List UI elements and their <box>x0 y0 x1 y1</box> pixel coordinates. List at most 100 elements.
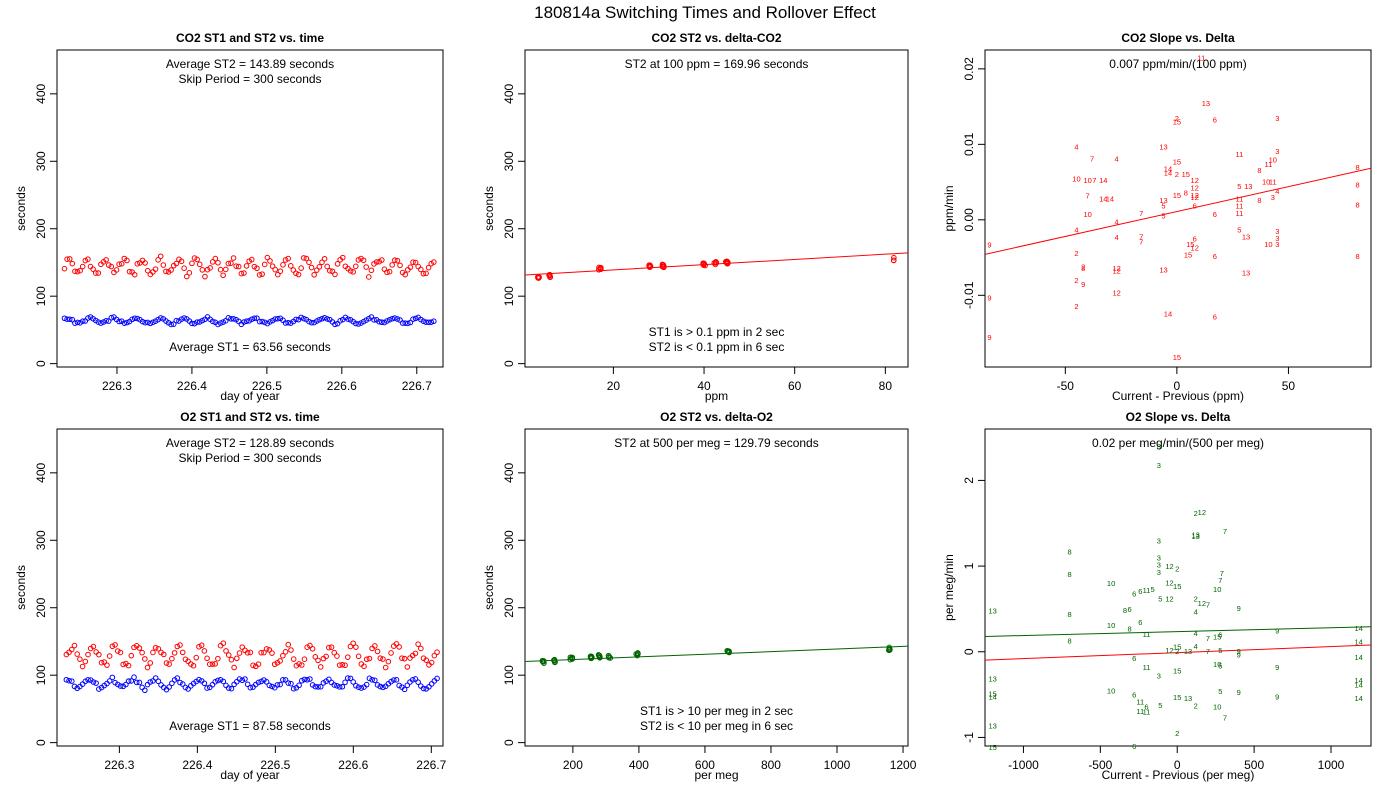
point-st2 <box>71 642 78 649</box>
point-st2 <box>259 271 265 277</box>
point-st1 <box>312 683 319 690</box>
point-st1 <box>301 676 308 683</box>
point-st2 <box>114 648 121 654</box>
point-st1 <box>254 315 260 321</box>
point-st2 <box>236 650 243 656</box>
panel-co2_time: CO2 ST1 and ST2 vs. time 226.3 226.4 226.5 2… <box>14 31 444 403</box>
point-label: 14 <box>1355 624 1363 633</box>
point-label: 2 <box>1175 170 1179 179</box>
point-label: 10 <box>1264 240 1272 249</box>
point-label: 8 <box>1123 606 1127 615</box>
point-st2 <box>296 661 302 667</box>
point-st2 <box>261 649 267 656</box>
panel-co2_delta: CO2 ST2 vs. delta-CO2 20 40 60 80 0 100 200 300 4… <box>482 31 909 403</box>
point-label: 11 <box>1235 195 1243 204</box>
point-label: 13 <box>1202 99 1210 108</box>
point-st1 <box>155 678 162 685</box>
point-st1 <box>234 678 240 685</box>
point-st2 <box>173 260 180 267</box>
point-st2 <box>385 658 392 665</box>
point-label: 3 <box>1275 114 1279 123</box>
plot-frame <box>524 428 909 747</box>
point-st2 <box>231 664 237 671</box>
point-st2 <box>569 655 576 662</box>
point-label: 12 <box>1198 508 1206 517</box>
point-st2 <box>332 271 338 278</box>
point-st2 <box>423 657 430 663</box>
x-tick-label: 50 <box>1282 379 1296 393</box>
point-st1 <box>79 318 86 324</box>
point-st1 <box>285 680 292 686</box>
point-st1 <box>228 685 235 692</box>
point-label: 9 <box>987 333 991 342</box>
point-st1 <box>147 679 154 685</box>
y-tick-label: 200 <box>502 597 516 617</box>
point-label: 6 <box>1132 589 1136 598</box>
point-st1 <box>293 316 299 323</box>
point-label: 4 <box>1115 217 1119 226</box>
point-st2 <box>168 267 174 273</box>
point-st2 <box>142 656 148 662</box>
point-label: 15 <box>1173 158 1181 167</box>
point-st2 <box>316 264 323 270</box>
point-label: 8 <box>1257 196 1261 205</box>
point-label: 12 <box>1198 599 1206 608</box>
point-st1 <box>412 315 419 322</box>
point-label: 6 <box>1213 210 1217 219</box>
point-st1 <box>316 316 323 323</box>
point-st1 <box>269 683 275 690</box>
point-st1 <box>61 315 68 322</box>
point-st1 <box>423 319 429 325</box>
y-tick-label: 400 <box>34 84 48 104</box>
point-label: 7 <box>1139 238 1143 247</box>
point-st1 <box>217 320 224 326</box>
point-label: 3 <box>1157 568 1161 577</box>
point-st2 <box>261 261 268 268</box>
point-st1 <box>182 684 189 691</box>
point-st2 <box>85 256 91 262</box>
point-st2 <box>101 659 108 665</box>
point-st1 <box>133 679 140 686</box>
annotation: Skip Period = 300 seconds <box>178 451 321 465</box>
y-tick-label: 100 <box>34 286 48 306</box>
point-st1 <box>378 319 385 326</box>
point-st2 <box>179 649 186 656</box>
point-label: 14 <box>1099 176 1107 185</box>
x-tick-label: -500 <box>1088 758 1112 772</box>
point-st2 <box>155 257 161 263</box>
point-st1 <box>244 681 251 688</box>
point-st2 <box>373 259 380 265</box>
point-label: 8 <box>1356 163 1360 172</box>
point-label: 8 <box>1067 637 1071 646</box>
point-st2 <box>234 655 240 662</box>
point-st1 <box>142 687 148 694</box>
annotation: ST2 is < 0.1 ppm in 6 sec <box>649 340 785 354</box>
point-st1 <box>393 677 400 683</box>
point-st1 <box>236 676 243 682</box>
point-st1 <box>402 320 409 326</box>
point-st2 <box>95 270 102 276</box>
point-label: 7 <box>1086 192 1090 201</box>
point-st2 <box>352 263 359 270</box>
point-label: 9 <box>1237 604 1241 613</box>
point-st1 <box>105 318 112 324</box>
point-st2 <box>425 264 432 271</box>
point-label: 9 <box>1237 647 1241 656</box>
point-label: 6 <box>1218 631 1222 640</box>
point-label: 15 <box>989 743 997 752</box>
point-st2 <box>388 650 394 656</box>
point-st2 <box>401 655 408 662</box>
point-label: 10 <box>1072 174 1080 183</box>
point-st1 <box>178 316 185 322</box>
x-tick-label: 226.5 <box>260 758 290 772</box>
point-st2 <box>372 643 378 649</box>
point-st2 <box>125 662 132 669</box>
point-label: 10 <box>1269 155 1277 164</box>
annotation: Average ST2 = 128.89 seconds <box>166 436 334 450</box>
point-st2 <box>196 261 203 268</box>
point-st1 <box>124 319 130 326</box>
point-st1 <box>66 316 73 323</box>
point-st1 <box>256 318 263 325</box>
point-st1 <box>285 319 291 326</box>
point-st2 <box>713 259 720 266</box>
